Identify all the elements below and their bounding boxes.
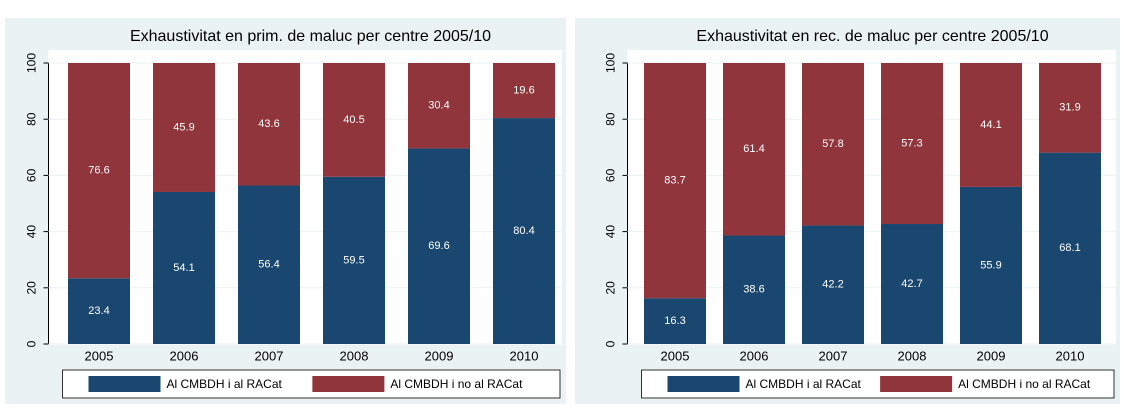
- value-label: 56.4: [258, 259, 279, 271]
- value-label: 38.6: [743, 284, 764, 296]
- x-tick-label: 2008: [898, 348, 927, 363]
- y-tick-label: 40: [604, 225, 618, 239]
- y-tick-label: 80: [25, 112, 39, 126]
- bar-segment: [68, 278, 130, 344]
- bar-segment: [323, 176, 385, 344]
- y-tick-label: 20: [25, 281, 39, 295]
- value-label: 76.6: [88, 165, 109, 177]
- chart-title: Exhaustivitat en prim. de maluc per cent…: [130, 28, 491, 45]
- bar-segment: [408, 148, 470, 344]
- value-label: 30.4: [428, 100, 449, 112]
- legend-swatch: [312, 376, 385, 392]
- bar-segment: [644, 63, 706, 299]
- bar-segment: [153, 63, 215, 192]
- bar-segment: [802, 63, 864, 226]
- y-tick-label: 60: [25, 168, 39, 182]
- plot-area: [627, 50, 1116, 345]
- value-label: 42.7: [901, 278, 922, 290]
- legend-label: Al CMBDH i no al RACat: [390, 377, 523, 391]
- value-label: 80.4: [513, 225, 534, 237]
- bar-segment: [881, 63, 943, 225]
- y-tick-label: 60: [604, 168, 618, 182]
- bar-segment: [644, 298, 706, 344]
- y-tick-label: 40: [25, 225, 39, 239]
- y-tick-label: 100: [25, 53, 39, 73]
- legend-swatch: [88, 376, 161, 392]
- bar-segment: [238, 185, 300, 344]
- value-label: 43.6: [258, 118, 279, 130]
- bar-segment: [68, 63, 130, 279]
- value-label: 16.3: [664, 315, 685, 327]
- value-label: 55.9: [980, 259, 1001, 271]
- bar-segment: [1039, 152, 1101, 344]
- chart-title: Exhaustivitat en rec. de maluc per centr…: [696, 28, 1048, 45]
- x-tick-label: 2010: [1056, 348, 1085, 363]
- y-tick-label: 0: [25, 340, 39, 347]
- bar-segment: [323, 63, 385, 177]
- plot-area: [48, 50, 562, 345]
- bar-segment: [493, 118, 555, 345]
- x-tick-label: 2009: [977, 348, 1006, 363]
- x-tick-label: 2005: [661, 348, 690, 363]
- bar-segment: [881, 224, 943, 344]
- y-tick-label: 0: [604, 340, 618, 347]
- value-label: 83.7: [664, 175, 685, 187]
- bar-segment: [960, 63, 1022, 187]
- value-label: 57.3: [901, 137, 922, 149]
- y-tick-label: 80: [604, 112, 618, 126]
- value-label: 44.1: [980, 119, 1001, 131]
- value-label: 68.1: [1059, 242, 1080, 254]
- x-tick-label: 2005: [85, 348, 114, 363]
- value-label: 69.6: [428, 240, 449, 252]
- x-tick-label: 2007: [255, 348, 284, 363]
- bar-segment: [723, 63, 785, 236]
- legend-label: Al CMBDH i al RACat: [746, 377, 862, 391]
- bar-segment: [1039, 63, 1101, 153]
- value-label: 31.9: [1059, 102, 1080, 114]
- legend-swatch: [667, 376, 740, 392]
- value-label: 45.9: [173, 121, 194, 133]
- value-label: 23.4: [88, 305, 109, 317]
- value-label: 40.5: [343, 114, 364, 126]
- bar-segment: [493, 63, 555, 119]
- y-tick-label: 20: [604, 281, 618, 295]
- bar-segment: [153, 191, 215, 344]
- bar-segment: [802, 225, 864, 344]
- bar-segment: [238, 63, 300, 186]
- y-tick-label: 100: [604, 53, 618, 73]
- legend-swatch: [880, 376, 953, 392]
- x-tick-label: 2007: [819, 348, 848, 363]
- value-label: 54.1: [173, 262, 194, 274]
- bar-segment: [960, 186, 1022, 344]
- bar-segment: [408, 63, 470, 149]
- x-tick-label: 2010: [510, 348, 539, 363]
- x-tick-label: 2008: [340, 348, 369, 363]
- x-tick-label: 2006: [170, 348, 199, 363]
- legend-label: Al CMBDH i no al RACat: [958, 377, 1091, 391]
- bar-segment: [723, 235, 785, 344]
- legend-label: Al CMBDH i al RACat: [167, 377, 283, 391]
- value-label: 59.5: [343, 254, 364, 266]
- x-tick-label: 2006: [740, 348, 769, 363]
- value-label: 61.4: [743, 143, 764, 155]
- value-label: 57.8: [822, 138, 843, 150]
- value-label: 42.2: [822, 279, 843, 291]
- x-tick-label: 2009: [425, 348, 454, 363]
- value-label: 19.6: [513, 84, 534, 96]
